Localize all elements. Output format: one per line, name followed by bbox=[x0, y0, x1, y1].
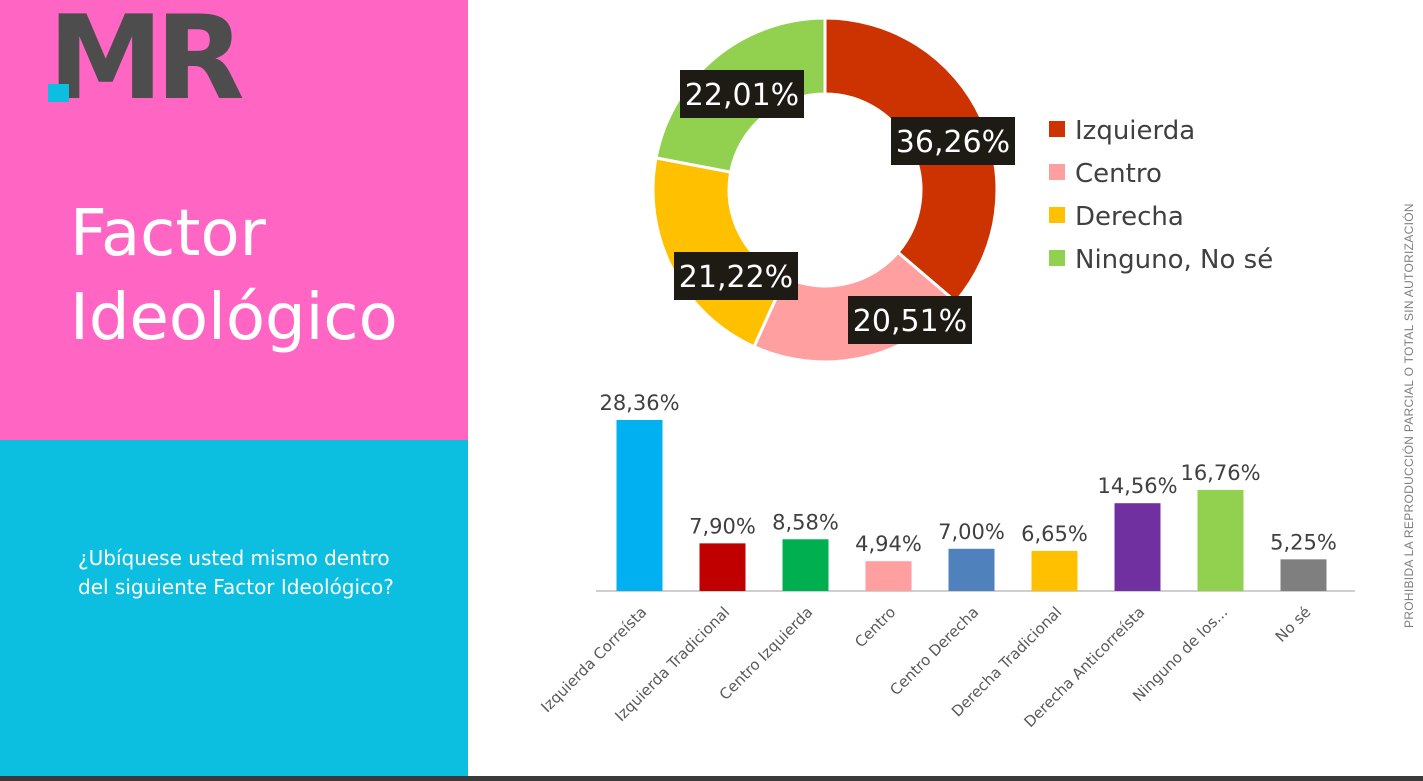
legend-swatch-1 bbox=[1049, 121, 1065, 137]
survey-question: ¿Ubíquese usted mismo dentro del siguien… bbox=[78, 546, 394, 599]
donut-data-label-4: 22,01% bbox=[685, 78, 799, 113]
bar-data-label-9: 5,25% bbox=[1270, 530, 1337, 554]
donut-legend: Izquierda Centro Derecha Ninguno, No sé bbox=[1049, 116, 1273, 275]
legend-swatch-2 bbox=[1049, 164, 1065, 180]
legend-swatch-3 bbox=[1049, 207, 1065, 223]
donut-data-label-2: 20,51% bbox=[853, 304, 967, 339]
legend-swatch-4 bbox=[1049, 250, 1065, 266]
legend-label-3: Derecha bbox=[1075, 202, 1184, 232]
bar-8 bbox=[1197, 489, 1244, 591]
bar-data-label-3: 8,58% bbox=[772, 510, 839, 534]
bar-category-label-9: No sé bbox=[1272, 603, 1315, 646]
bar-data-label-2: 7,90% bbox=[689, 514, 756, 538]
bar-data-label-5: 7,00% bbox=[938, 520, 1005, 544]
title-line-1: Factor bbox=[70, 197, 266, 271]
title-panel bbox=[0, 0, 468, 440]
bar-1 bbox=[616, 420, 663, 591]
bar-data-label-1: 28,36% bbox=[599, 391, 679, 415]
bar-9 bbox=[1280, 559, 1327, 591]
donut-label-box-2 bbox=[848, 296, 972, 344]
bar-data-label-6: 6,65% bbox=[1021, 522, 1088, 546]
bottom-divider bbox=[0, 776, 1423, 781]
donut-data-label-1: 36,26% bbox=[896, 125, 1010, 160]
bar-3 bbox=[782, 539, 829, 591]
bar-6 bbox=[1031, 550, 1078, 591]
bar-2 bbox=[699, 543, 746, 591]
donut-chart: 36,26% 20,51% 21,22% 22,01% bbox=[651, 16, 1015, 364]
donut-data-label-3: 21,22% bbox=[679, 260, 793, 295]
legend-label-4: Ninguno, No sé bbox=[1075, 245, 1273, 275]
bar-category-label-4: Centro bbox=[851, 603, 899, 651]
title-line-2: Ideológico bbox=[70, 281, 398, 355]
svg-text:MR: MR bbox=[48, 6, 242, 106]
donut-label-box-3 bbox=[674, 252, 798, 300]
bar-category-label-5: Centro Derecha bbox=[886, 603, 982, 699]
bar-7 bbox=[1114, 503, 1161, 591]
page-title: Factor Ideológico bbox=[70, 192, 490, 360]
bar-4 bbox=[865, 561, 912, 591]
question-panel bbox=[0, 440, 468, 781]
bar-data-label-4: 4,94% bbox=[855, 532, 922, 556]
legend-label-2: Centro bbox=[1075, 159, 1162, 189]
bar-chart: 28,36%Izquierda Correísta7,90%Izquierda … bbox=[537, 391, 1355, 731]
mr-logo: MR bbox=[48, 6, 248, 106]
bar-5 bbox=[948, 548, 995, 591]
bar-data-label-7: 14,56% bbox=[1097, 474, 1177, 498]
donut-label-box-4 bbox=[680, 70, 804, 118]
donut-label-box-1 bbox=[891, 117, 1015, 165]
legend-label-1: Izquierda bbox=[1075, 116, 1195, 146]
bar-data-label-8: 16,76% bbox=[1180, 461, 1260, 485]
